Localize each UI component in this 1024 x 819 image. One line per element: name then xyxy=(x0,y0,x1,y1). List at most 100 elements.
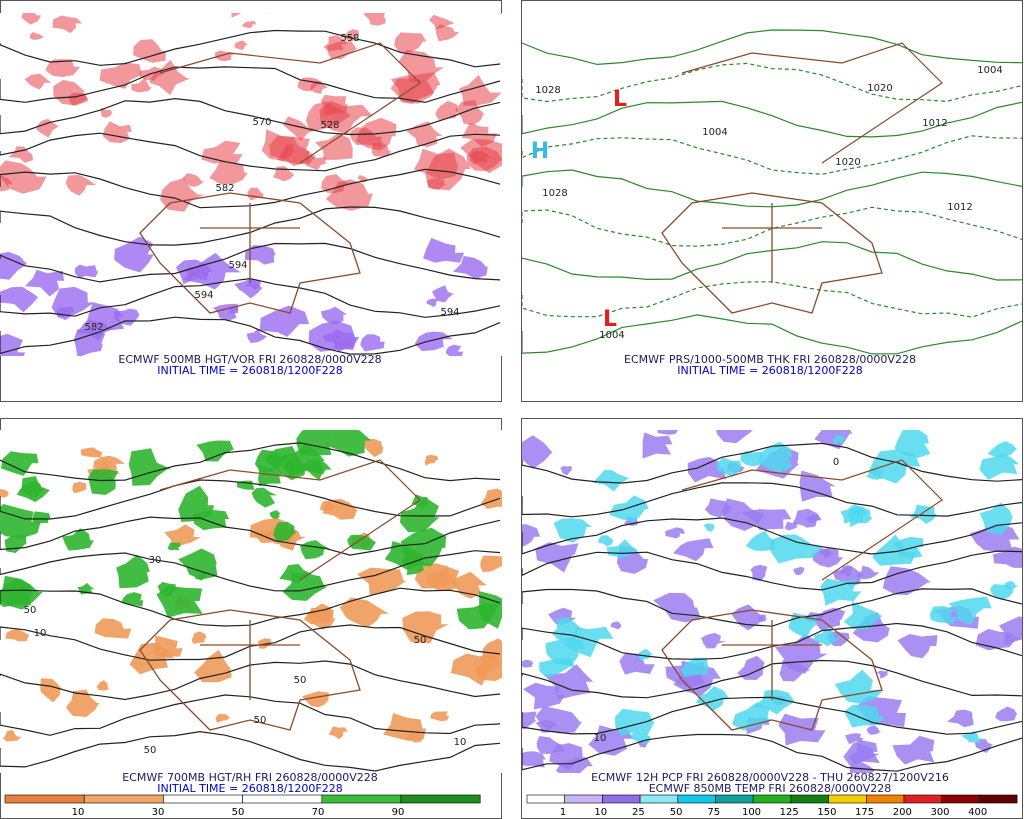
shaded-field xyxy=(296,430,332,456)
shaded-field xyxy=(897,634,938,659)
shaded-field xyxy=(868,449,921,484)
coastline xyxy=(661,609,883,731)
shaded-field xyxy=(849,760,876,773)
contour-line xyxy=(0,66,501,104)
shaded-field xyxy=(51,286,95,318)
shaded-field xyxy=(300,540,331,560)
shaded-field xyxy=(975,628,1022,651)
pressure-center: L xyxy=(603,307,617,332)
shaded-field xyxy=(339,597,389,628)
shaded-field xyxy=(979,453,1020,480)
shaded-field xyxy=(231,13,268,18)
contour-line xyxy=(0,206,501,246)
colorbar-segment xyxy=(602,794,641,804)
shaded-field xyxy=(423,237,465,263)
shaded-field xyxy=(497,13,502,14)
shaded-field xyxy=(745,530,776,551)
contour-label: 50 xyxy=(294,675,307,686)
shaded-field xyxy=(460,139,502,174)
shaded-field xyxy=(673,538,714,562)
shaded-field xyxy=(321,174,353,194)
contour-line xyxy=(522,29,1022,66)
shaded-field xyxy=(459,74,502,106)
shaded-field xyxy=(812,547,844,568)
contour-label: 1012 xyxy=(947,202,972,213)
colorbar-label: 10 xyxy=(594,807,607,818)
panel-caption: ECMWF 12H PCP FRI 260828/0000V228 - THU … xyxy=(591,771,949,784)
shaded-field xyxy=(770,534,824,564)
shaded-field xyxy=(929,606,958,624)
shaded-field xyxy=(21,13,42,25)
shaded-field xyxy=(0,504,41,539)
shaded-field xyxy=(349,127,382,148)
shaded-field xyxy=(619,653,655,675)
shaded-field xyxy=(455,99,485,125)
shaded-field xyxy=(264,446,306,481)
shaded-field xyxy=(398,49,444,83)
contour-line xyxy=(522,100,1022,138)
coastline xyxy=(139,609,361,731)
coastline xyxy=(681,459,943,581)
shaded-field xyxy=(390,78,435,104)
shaded-field xyxy=(96,680,109,691)
contour-label: 1028 xyxy=(542,188,567,199)
shaded-field xyxy=(522,435,553,469)
shaded-field xyxy=(716,457,742,477)
shaded-field xyxy=(815,607,846,632)
colorbar-label: 1 xyxy=(560,807,566,818)
shaded-field xyxy=(480,555,502,572)
shaded-field xyxy=(0,286,39,313)
shaded-field xyxy=(273,166,295,182)
contour-line xyxy=(522,482,1022,518)
contour-line xyxy=(522,241,1022,281)
shaded-field xyxy=(322,498,358,520)
contour-line xyxy=(522,622,1022,660)
shaded-field xyxy=(209,160,248,185)
map-area xyxy=(522,13,1022,356)
colorbar-segment xyxy=(564,794,603,804)
contour-line xyxy=(522,135,1022,175)
contour-label: 0 xyxy=(833,457,839,468)
shaded-field xyxy=(793,566,805,576)
shaded-field xyxy=(25,269,65,297)
panel-caption: ECMWF PRS/1000-500MB THK FRI 260828/0000… xyxy=(624,353,916,366)
shaded-field xyxy=(0,333,25,356)
shaded-field xyxy=(414,331,453,352)
pressure-center: H xyxy=(531,139,549,164)
shaded-field xyxy=(435,24,460,42)
shaded-field xyxy=(133,39,166,63)
contour-line xyxy=(0,660,501,701)
shaded-field xyxy=(555,757,593,773)
shaded-field xyxy=(522,711,537,730)
map-area xyxy=(0,13,502,356)
shaded-field xyxy=(259,305,310,337)
shaded-field xyxy=(995,706,1018,722)
shaded-field xyxy=(722,498,767,531)
shaded-field xyxy=(100,108,113,118)
shaded-field xyxy=(310,80,329,94)
shaded-field xyxy=(333,340,356,352)
shaded-field xyxy=(65,174,96,196)
shaded-field xyxy=(343,29,360,42)
shaded-field xyxy=(990,584,1015,601)
shaded-field xyxy=(445,344,464,356)
shaded-field xyxy=(320,500,339,512)
shaded-field xyxy=(535,542,579,573)
shaded-field xyxy=(394,32,427,53)
shaded-field xyxy=(522,682,565,710)
shaded-field xyxy=(400,497,440,533)
initial-time: ECMWF 850MB TEMP FRI 260828/0000V228 xyxy=(649,782,892,795)
shaded-field xyxy=(308,607,336,630)
contour-label: 1004 xyxy=(977,65,1002,76)
shaded-field xyxy=(961,731,983,743)
contour-label: 10 xyxy=(34,628,47,639)
contour-line xyxy=(522,696,1022,735)
coastline xyxy=(661,192,883,314)
colorbar-segment xyxy=(941,794,980,804)
shaded-field xyxy=(406,730,423,743)
colorbar-label: 25 xyxy=(632,807,645,818)
shaded-field xyxy=(62,528,94,551)
shaded-field xyxy=(182,173,205,187)
shaded-field xyxy=(362,439,384,458)
